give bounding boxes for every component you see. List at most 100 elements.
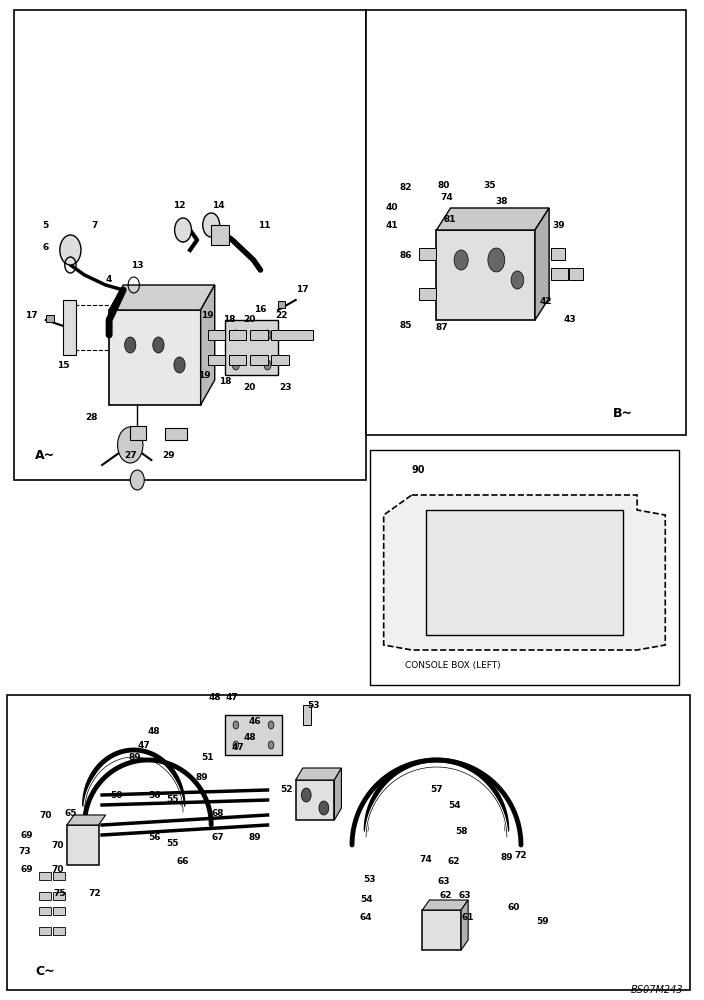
Text: 72: 72 — [89, 888, 101, 898]
Text: 74: 74 — [440, 194, 453, 202]
Text: 13: 13 — [131, 260, 144, 269]
Bar — [39, 872, 51, 880]
Text: 48: 48 — [208, 692, 221, 702]
Bar — [225, 715, 282, 755]
Circle shape — [233, 741, 239, 749]
Text: 5: 5 — [43, 221, 49, 230]
Text: 28: 28 — [85, 414, 98, 422]
Text: 66: 66 — [177, 857, 189, 866]
Text: 67: 67 — [212, 834, 225, 842]
Polygon shape — [461, 900, 468, 950]
Text: C~: C~ — [35, 965, 55, 978]
Bar — [39, 892, 51, 900]
Text: 70: 70 — [39, 810, 52, 820]
Bar — [67, 825, 99, 865]
Bar — [296, 780, 334, 820]
Polygon shape — [201, 285, 215, 405]
Text: 40: 40 — [386, 204, 398, 213]
Bar — [271, 355, 289, 365]
Bar — [109, 310, 201, 405]
Text: 59: 59 — [536, 918, 548, 926]
Bar — [7, 695, 690, 990]
Bar — [165, 428, 187, 440]
Text: 68: 68 — [212, 808, 225, 818]
Circle shape — [118, 427, 143, 463]
Text: 42: 42 — [539, 296, 552, 306]
Text: 53: 53 — [307, 700, 320, 710]
Text: 6: 6 — [43, 243, 49, 252]
Circle shape — [319, 801, 329, 815]
Circle shape — [125, 337, 136, 353]
Text: 70: 70 — [51, 840, 64, 850]
Text: 43: 43 — [564, 316, 577, 324]
Bar — [208, 330, 225, 340]
Bar — [229, 330, 246, 340]
Text: 90: 90 — [412, 465, 425, 475]
Bar — [422, 910, 461, 950]
Bar — [208, 355, 225, 365]
Bar — [53, 892, 65, 900]
Text: 18: 18 — [222, 316, 235, 324]
Text: 7: 7 — [92, 221, 99, 230]
Text: BS07M243: BS07M243 — [630, 985, 683, 995]
Text: CONSOLE BOX (LEFT): CONSOLE BOX (LEFT) — [405, 661, 501, 670]
Text: B~: B~ — [612, 407, 633, 420]
Bar — [419, 248, 436, 260]
Bar — [551, 248, 565, 260]
Text: 70: 70 — [51, 865, 64, 874]
Polygon shape — [67, 815, 106, 825]
Circle shape — [454, 250, 468, 270]
Circle shape — [488, 248, 505, 272]
Text: 19: 19 — [198, 370, 210, 379]
Text: 64: 64 — [360, 912, 372, 922]
Text: 53: 53 — [363, 876, 376, 884]
Text: 73: 73 — [18, 848, 31, 856]
Text: 54: 54 — [448, 800, 460, 810]
Bar — [211, 225, 229, 245]
Text: 60: 60 — [508, 904, 520, 912]
Circle shape — [268, 741, 274, 749]
Text: 69: 69 — [20, 830, 33, 840]
Circle shape — [130, 470, 144, 490]
Bar — [419, 288, 436, 300]
Polygon shape — [296, 768, 341, 780]
Bar — [229, 355, 246, 365]
Bar — [39, 907, 51, 915]
Text: 12: 12 — [173, 200, 186, 210]
Text: A~: A~ — [35, 449, 56, 462]
Polygon shape — [426, 510, 623, 635]
Text: 17: 17 — [25, 310, 38, 320]
Bar — [53, 872, 65, 880]
Text: 18: 18 — [219, 377, 232, 386]
Text: 65: 65 — [64, 810, 77, 818]
Text: 50: 50 — [110, 790, 122, 800]
Polygon shape — [422, 900, 468, 910]
Text: 17: 17 — [296, 286, 309, 294]
Bar — [53, 907, 65, 915]
Polygon shape — [384, 495, 665, 650]
Circle shape — [264, 360, 271, 370]
Text: 48: 48 — [244, 734, 256, 742]
Text: 48: 48 — [147, 728, 160, 736]
Bar — [278, 301, 285, 308]
Text: 61: 61 — [462, 912, 474, 922]
Text: 23: 23 — [279, 383, 291, 392]
Text: 72: 72 — [515, 850, 527, 859]
Text: 38: 38 — [495, 198, 508, 207]
Text: 82: 82 — [399, 184, 412, 192]
Bar — [436, 230, 535, 320]
Text: 16: 16 — [254, 306, 267, 314]
Text: 57: 57 — [430, 786, 443, 794]
Bar — [569, 268, 583, 280]
Text: 87: 87 — [435, 324, 448, 332]
Bar — [271, 330, 313, 340]
Bar — [39, 927, 51, 935]
Text: 89: 89 — [249, 832, 261, 842]
Text: 47: 47 — [232, 742, 244, 752]
Circle shape — [233, 721, 239, 729]
Bar — [370, 450, 679, 685]
Bar — [250, 355, 268, 365]
Bar — [225, 320, 278, 375]
Text: 56: 56 — [149, 790, 161, 800]
Text: 51: 51 — [201, 752, 214, 762]
